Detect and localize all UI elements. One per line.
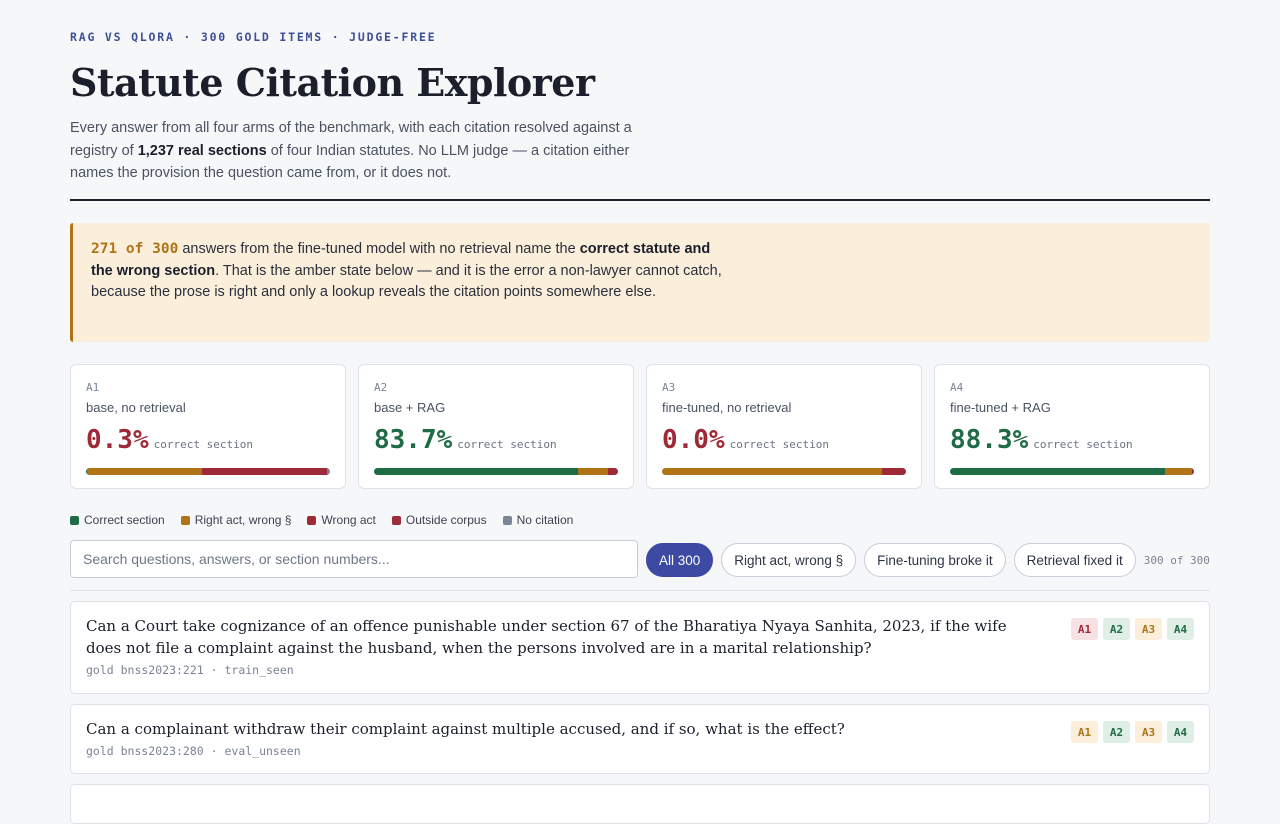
- arm-tag-a2: A2: [1103, 721, 1130, 743]
- filter-retrieval-fixed-it[interactable]: Retrieval fixed it: [1013, 543, 1136, 577]
- bar-segment-wrong-act: [608, 468, 618, 475]
- arm-distribution-bar: [374, 468, 618, 475]
- question-meta: gold bnss2023:221 · train_seen: [86, 663, 294, 677]
- arm-id: A1: [86, 381, 100, 394]
- legend-label: Outside corpus: [405, 513, 487, 527]
- arm-tag-a1: A1: [1071, 618, 1098, 640]
- bar-segment-correct: [374, 468, 579, 475]
- bar-segment-correct: [950, 468, 1166, 475]
- legend-item-right-act: Right act, wrong §: [180, 513, 292, 527]
- question-text: Can a complainant withdraw their complai…: [86, 720, 845, 738]
- filter-right-act-wrong-section[interactable]: Right act, wrong §: [721, 543, 857, 577]
- lede-text-end: of four Indian statutes. No LLM judge — …: [70, 142, 630, 182]
- question-meta: gold bnss2023:280 · eval_unseen: [86, 744, 301, 758]
- arm-id: A4: [950, 381, 964, 394]
- arm-pct: 83.7%: [374, 425, 453, 455]
- legend-swatch: [502, 515, 512, 525]
- header-divider: [70, 199, 1210, 201]
- legend: Correct section Right act, wrong § Wrong…: [70, 513, 573, 527]
- question-text: Can a Court take cognizance of an offenc…: [86, 617, 1007, 657]
- arm-unit: correct section: [457, 438, 557, 451]
- arm-card-a3: A3 fine-tuned, no retrieval 0.0% correct …: [646, 364, 922, 489]
- page-title: Statute Citation Explorer: [70, 60, 595, 105]
- arm-desc: fine-tuned + RAG: [950, 400, 1051, 415]
- arm-tag-a1: A1: [1071, 721, 1098, 743]
- arm-card-a4: A4 fine-tuned + RAG 88.3% correct section: [934, 364, 1210, 489]
- arm-distribution-bar: [86, 468, 330, 475]
- arm-id: A2: [374, 381, 388, 394]
- callout: 271 of 300 answers from the fine-tuned m…: [70, 223, 1210, 342]
- filter-all[interactable]: All 300: [646, 543, 714, 577]
- filter-bar: All 300 Right act, wrong § Fine-tuning b…: [646, 543, 1210, 577]
- bar-segment-wrong-act: [882, 468, 906, 475]
- arm-pct: 88.3%: [950, 425, 1029, 455]
- bar-segment-wrong-act: [1192, 468, 1194, 475]
- legend-label: Correct section: [84, 513, 165, 527]
- arm-tags: A1 A2 A3 A4: [1071, 721, 1194, 743]
- lede: Every answer from all four arms of the b…: [70, 117, 670, 185]
- arm-unit: correct section: [153, 438, 253, 451]
- arm-tag-a3: A3: [1135, 721, 1162, 743]
- arm-distribution-bar: [662, 468, 906, 475]
- legend-item-none: No citation: [502, 513, 574, 527]
- legend-item-outside: Outside corpus: [391, 513, 487, 527]
- bar-segment-right-act: [1165, 468, 1193, 475]
- list-item[interactable]: Can a Court take cognizance of an offenc…: [70, 601, 1210, 694]
- filter-fine-tuning-broke-it[interactable]: Fine-tuning broke it: [864, 543, 1006, 577]
- legend-item-correct: Correct section: [70, 513, 165, 527]
- legend-label: Wrong act: [321, 513, 376, 527]
- legend-label: No citation: [516, 513, 574, 527]
- legend-swatch: [70, 515, 79, 525]
- bar-segment-wrong-act: [202, 468, 327, 475]
- lede-highlight: 1,237 real sections: [137, 142, 267, 159]
- callout-count: 271 of 300: [91, 241, 179, 257]
- arm-tag-a4: A4: [1167, 721, 1194, 743]
- arm-card-a1: A1 base, no retrieval 0.3% correct sectio…: [70, 364, 346, 489]
- search-input[interactable]: [70, 540, 638, 578]
- callout-text-2: . That is the amber state below — and it…: [91, 262, 722, 301]
- arm-distribution-bar: [950, 468, 1194, 475]
- legend-swatch: [391, 515, 401, 525]
- legend-item-wrong-act: Wrong act: [307, 513, 376, 527]
- bar-segment-right-act: [86, 468, 203, 475]
- arm-pct: 0.3%: [86, 425, 149, 455]
- arm-pct: 0.0%: [662, 425, 725, 455]
- arm-tag-a2: A2: [1103, 618, 1130, 640]
- bar-segment-right-act: [662, 468, 883, 475]
- legend-label: Right act, wrong §: [194, 513, 292, 527]
- result-count: 300 of 300: [1143, 553, 1210, 567]
- arm-desc: fine-tuned, no retrieval: [662, 400, 792, 415]
- list-item[interactable]: Can a complainant withdraw their complai…: [70, 704, 1210, 774]
- arm-tags: A1 A2 A3 A4: [1071, 618, 1194, 640]
- arm-card-a2: A2 base + RAG 83.7% correct section: [358, 364, 634, 489]
- legend-swatch: [307, 515, 317, 525]
- arm-unit: correct section: [729, 438, 829, 451]
- list-divider: [70, 590, 1210, 591]
- callout-text-1: answers from the fine-tuned model with n…: [178, 241, 580, 257]
- arm-unit: correct section: [1033, 438, 1133, 451]
- arm-id: A3: [662, 381, 676, 394]
- bar-segment-correct: [86, 468, 87, 475]
- callout-highlight: correct statute and the wrong section: [91, 241, 711, 279]
- arm-tag-a3: A3: [1135, 618, 1162, 640]
- bar-segment-right-act: [578, 468, 609, 475]
- kicker: RAG VS QLORA · 300 GOLD ITEMS · JUDGE-FR…: [70, 30, 437, 44]
- callout-text: 271 of 300 answers from the fine-tuned m…: [91, 239, 731, 304]
- legend-swatch: [180, 515, 190, 525]
- list-item[interactable]: [70, 784, 1210, 824]
- lede-text: Every answer from all four arms of the b…: [70, 120, 632, 159]
- arm-tag-a4: A4: [1167, 618, 1194, 640]
- arm-desc: base, no retrieval: [86, 400, 186, 415]
- bar-segment-none: [326, 468, 330, 475]
- arm-cards: A1 base, no retrieval 0.3% correct sectio…: [70, 364, 1210, 489]
- arm-desc: base + RAG: [374, 400, 446, 415]
